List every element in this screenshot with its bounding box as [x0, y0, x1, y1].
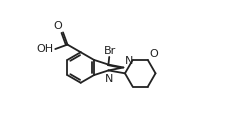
Text: Br: Br [104, 46, 116, 56]
Text: OH: OH [37, 44, 54, 54]
Text: O: O [149, 49, 158, 59]
Text: O: O [53, 21, 62, 31]
Text: N: N [105, 74, 113, 84]
Text: N: N [125, 56, 133, 66]
